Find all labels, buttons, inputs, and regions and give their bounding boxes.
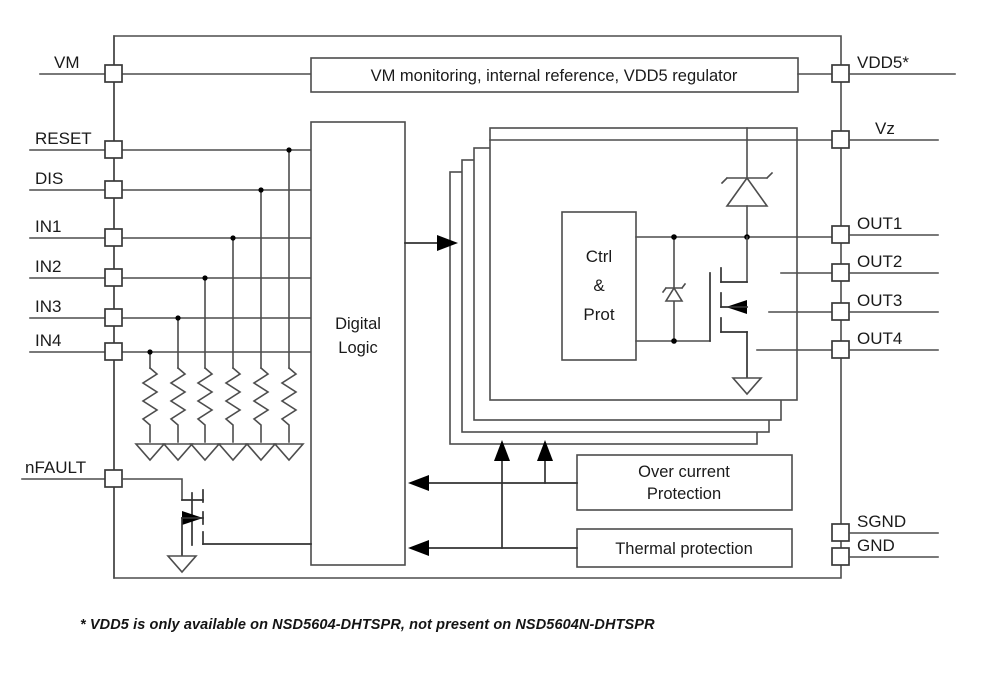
right-pin-leads [848,73,956,558]
protection-sense-arrows [494,440,553,549]
thermal-protection-label: Thermal protection [615,540,753,558]
protection-feedback-arrows [408,475,578,556]
channel-stack [449,127,798,445]
thermal-protection-block [576,528,793,568]
vm-monitoring-label: VM monitoring, internal reference, VDD5 … [371,67,738,85]
ctrl-prot-label-line2: & [593,276,605,295]
footnote-text: * VDD5 is only available on NSD5604-DHTS… [80,617,655,633]
vm-monitoring-block [310,57,799,93]
pin-square-IN1 [104,228,123,247]
output-power-stage [635,127,798,396]
pin-label-OUT1: OUT1 [857,214,902,233]
ctrl-prot-label-line1: Ctrl [586,247,612,266]
digital-to-channel-arrow [404,235,458,251]
pin-square-RESET [104,140,123,159]
pin-square-OUT3 [831,302,850,321]
channel-box-1 [489,127,798,401]
pin-label-IN4: IN4 [35,331,61,350]
pin-square-OUT2 [831,263,850,282]
pin-square-IN2 [104,268,123,287]
pin-label-VM: VM [54,53,80,72]
pin-square-GND [831,547,850,566]
pin-square-IN4 [104,342,123,361]
pin-label-GND: GND [857,536,895,555]
digital-logic-block [310,121,406,566]
pin-label-IN2: IN2 [35,257,61,276]
ctrl-prot-label-line3: Prot [583,305,614,324]
pin-label-VDD5: VDD5* [857,53,909,72]
left-pin-leads [21,73,115,480]
left-pin-squares [104,64,123,488]
pin-label-OUT3: OUT3 [857,291,902,310]
output-nets [489,139,842,351]
left-signal-nets [113,73,312,353]
nfault-output-fet [121,478,312,574]
pin-label-IN3: IN3 [35,297,61,316]
pin-label-IN1: IN1 [35,217,61,236]
ctrl-prot-block [561,211,637,361]
pin-label-OUT2: OUT2 [857,252,902,271]
pin-square-nFAULT [104,469,123,488]
pin-square-OUT4 [831,340,850,359]
pin-square-IN3 [104,308,123,327]
pin-label-SGND: SGND [857,512,906,531]
pin-label-DIS: DIS [35,169,63,188]
pin-square-VM [104,64,123,83]
digital-logic-label-line1: Digital [335,315,381,333]
pin-square-Vz [831,130,850,149]
pin-label-nFAULT: nFAULT [25,458,86,477]
over-current-label-line2: Protection [647,485,721,503]
digital-logic-label-line2: Logic [338,339,377,357]
over-current-label-line1: Over current [638,463,730,481]
pin-square-OUT1 [831,225,850,244]
pin-label-RESET: RESET [35,129,92,148]
pulldown-taps [147,147,292,369]
pulldown-resistors [141,366,298,443]
pin-square-SGND [831,523,850,542]
over-current-protection-block [576,454,793,511]
pin-square-VDD5 [831,64,850,83]
pin-square-DIS [104,180,123,199]
resistor-ground-symbols [134,443,305,462]
pin-label-OUT4: OUT4 [857,329,902,348]
pin-label-Vz: Vz [875,119,895,138]
